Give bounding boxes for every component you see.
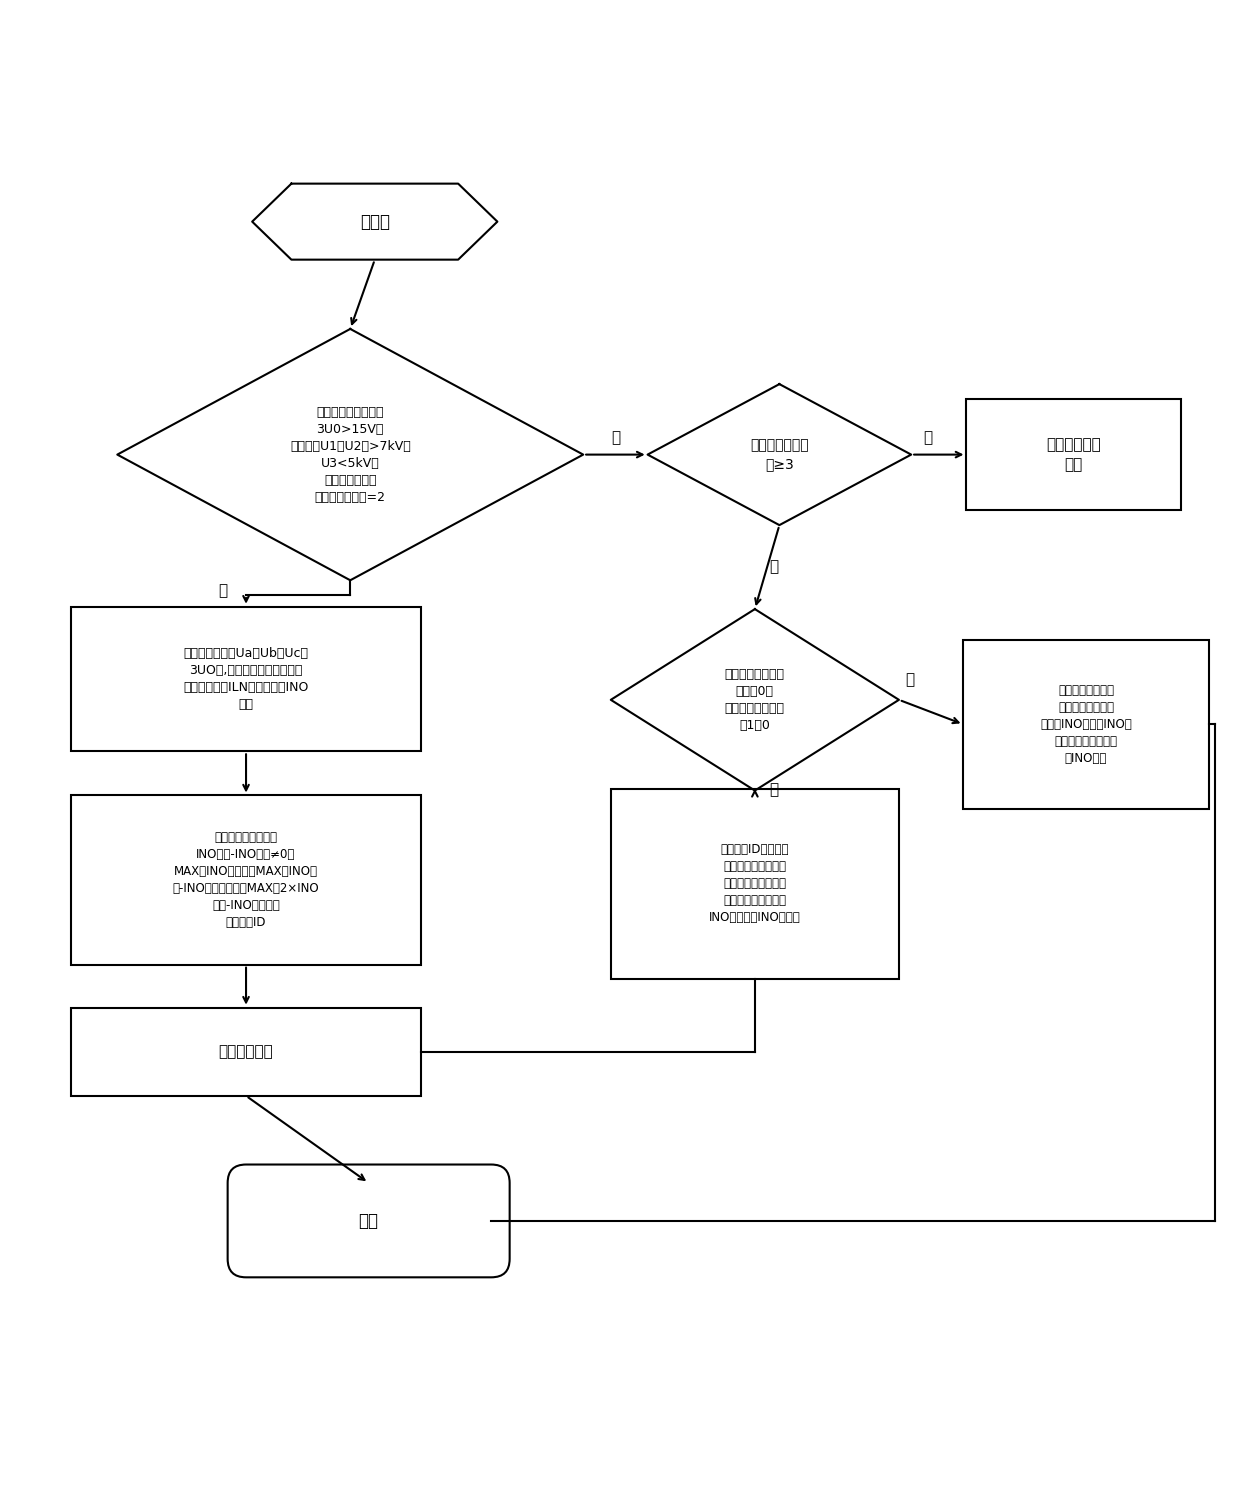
Bar [966, 400, 1180, 510]
FancyBboxPatch shape [228, 1164, 510, 1277]
Text: 否: 否 [905, 672, 914, 687]
Polygon shape [118, 329, 583, 580]
Text: 否: 否 [770, 560, 779, 575]
Text: 是: 是 [770, 782, 779, 797]
Text: 是: 是 [924, 430, 932, 445]
Text: 满足三个条件之一：
3U0>15V；
相电压（U1，U2）>7kV且
U3<5kV；
母线接地动作；
且持续计算周期=2: 满足三个条件之一： 3U0>15V； 相电压（U1，U2）>7kV且 U3<5k… [290, 406, 410, 504]
Text: 运行线路比较满足：
INO故障-INO初始≠0；
MAX（INO故障）且MAX（INO故
障-INO初始）。否则MAX（2×INO
故障-INO初始）。
输出线: 运行线路比较满足： INO故障-INO初始≠0； MAX（INO故障）且MAX（… [172, 831, 320, 929]
Text: 结束: 结束 [358, 1213, 378, 1231]
Bar [72, 796, 420, 965]
Text: 输出告警指令: 输出告警指令 [218, 1045, 273, 1059]
Bar [611, 788, 899, 978]
Polygon shape [647, 384, 911, 525]
Text: 是: 是 [218, 583, 228, 598]
Bar [963, 640, 1209, 809]
Text: 否: 否 [611, 430, 620, 445]
Text: 是否接地故障持续
周期变0；
且有运行线路断路
器1变0: 是否接地故障持续 周期变0； 且有运行线路断路 器1变0 [725, 667, 785, 732]
Text: 初始化: 初始化 [360, 213, 389, 231]
Text: 输出线路ID与断路器
变化运行线路一致，
标示故障线路。非故
障运行线路零序电流
INO初始改为INO故障值: 输出线路ID与断路器 变化运行线路一致， 标示故障线路。非故 障运行线路零序电流… [709, 843, 801, 924]
Text: 接地故障持续周
期≥3: 接地故障持续周 期≥3 [750, 438, 808, 471]
Text: 第二次运算子
流程: 第二次运算子 流程 [1047, 438, 1101, 473]
Text: 存储母线电压（Ua、Ub、Uc、
3UO）,线路运行状态，故障状
态下线路负荷ILN、零序电流INO
放换: 存储母线电压（Ua、Ub、Uc、 3UO）,线路运行状态，故障状 态下线路负荷I… [184, 646, 309, 711]
Polygon shape [611, 609, 899, 791]
Bar [72, 1007, 420, 1096]
Polygon shape [252, 184, 497, 260]
Text: 存储不满足三个条
件之一情况下且未
填写过INO故障给INO初
始的运行线路零序电
流INO初始: 存储不满足三个条 件之一情况下且未 填写过INO故障给INO初 始的运行线路零序… [1040, 684, 1132, 766]
Bar [72, 607, 420, 752]
